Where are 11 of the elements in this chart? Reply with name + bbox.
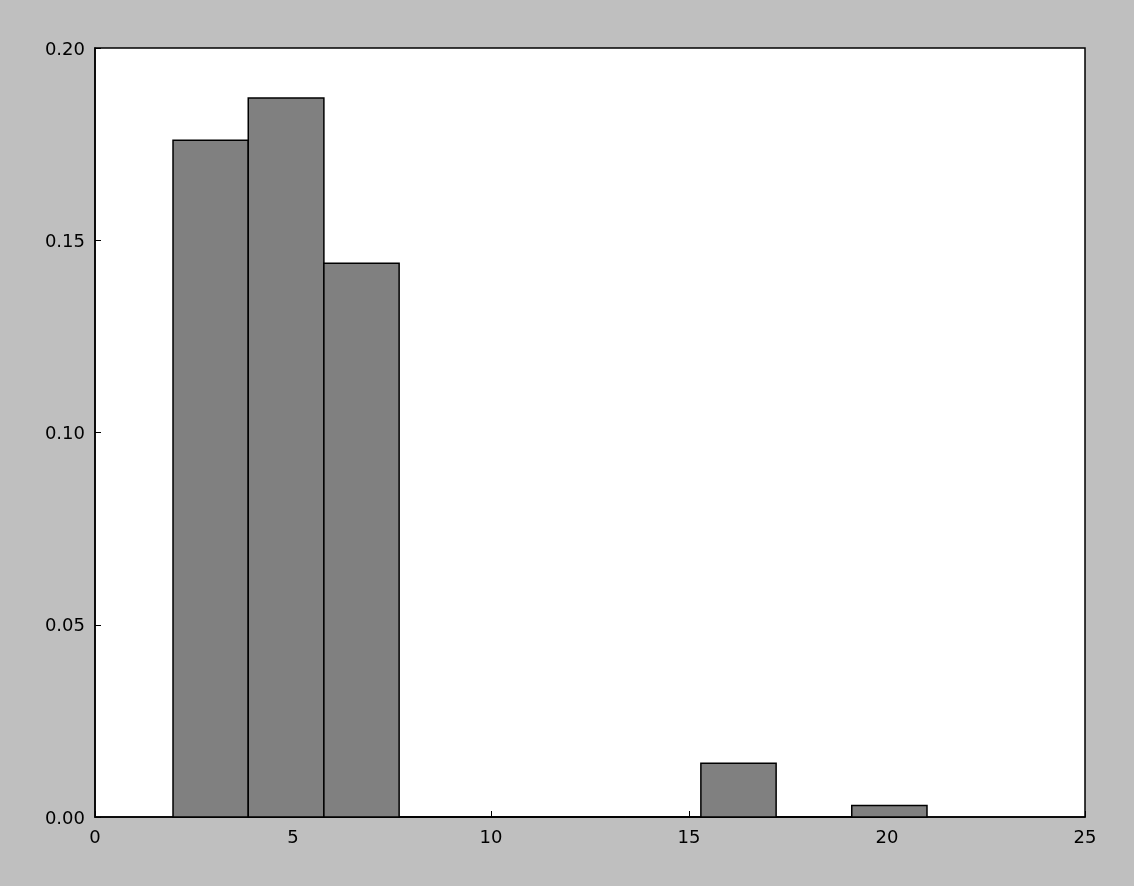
- x-tick-label: 20: [875, 825, 899, 847]
- y-tick-label: 0.00: [44, 806, 85, 828]
- x-tick-label: 15: [677, 825, 701, 847]
- y-tick-label: 0.10: [44, 422, 85, 443]
- y-tick-label: 0.15: [44, 229, 85, 251]
- x-tick-label: 25: [1073, 825, 1097, 847]
- y-tick-label: 0.20: [44, 37, 85, 59]
- y-tick-label: 0.05: [44, 614, 85, 636]
- x-tick-label: 0: [89, 825, 101, 847]
- x-tick-label: 10: [479, 825, 503, 847]
- x-tick-label: 5: [287, 825, 299, 847]
